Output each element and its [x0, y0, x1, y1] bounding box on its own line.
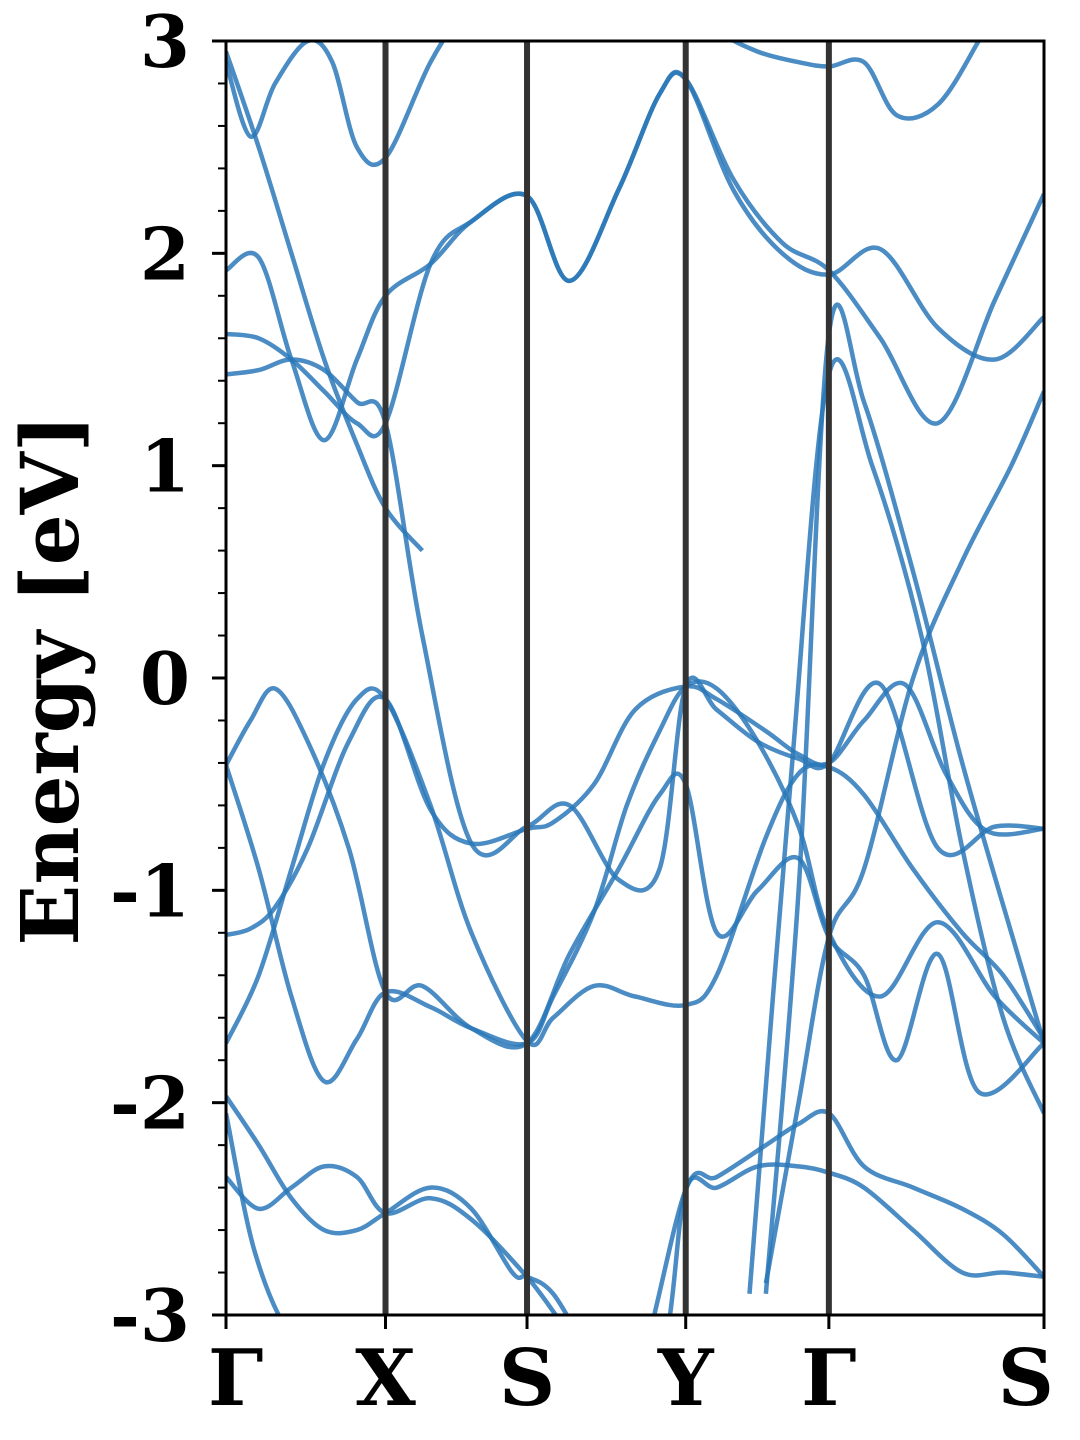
- band-line-6: [226, 1095, 1044, 1315]
- band-line-11: [226, 41, 446, 168]
- band-line-15: [763, 302, 1044, 1294]
- x-tick-label: S: [499, 1333, 555, 1424]
- y-tick-label: -3: [110, 1273, 190, 1358]
- y-tick-label: 1: [140, 424, 190, 509]
- band-line-3: [226, 679, 1044, 1085]
- x-tick-label: Γ: [208, 1333, 263, 1424]
- x-tick-label: Y: [657, 1333, 715, 1424]
- y-tick-label: -1: [110, 848, 190, 933]
- y-tick-label: 2: [140, 211, 190, 296]
- x-tick-label: Γ: [801, 1333, 856, 1424]
- x-tick-label: S: [998, 1333, 1054, 1424]
- band-line-1: [226, 1112, 282, 1315]
- band-line-4: [226, 686, 1044, 1097]
- x-tick-label: X: [355, 1333, 416, 1424]
- band-line-7: [226, 1162, 1044, 1315]
- kpoint-vertical-lines: [382, 41, 832, 1315]
- band-line-16: [747, 357, 1044, 1294]
- band-line-12: [226, 50, 425, 553]
- band-line-10: [226, 70, 1044, 443]
- y-axis-ticks: -3 -2 -1 0 1 2 3: [110, 0, 226, 1358]
- plot-frame: [224, 39, 1046, 1317]
- band-lines: [226, 41, 1044, 1315]
- y-tick-label: -2: [110, 1061, 190, 1146]
- band-line-13: [729, 41, 982, 121]
- y-tick-label: 3: [140, 0, 190, 84]
- y-axis-label: Energy [eV]: [3, 414, 97, 945]
- band-line-8: [226, 357, 1044, 893]
- band-line-14: [763, 390, 1044, 1284]
- y-tick-label: 0: [140, 636, 190, 721]
